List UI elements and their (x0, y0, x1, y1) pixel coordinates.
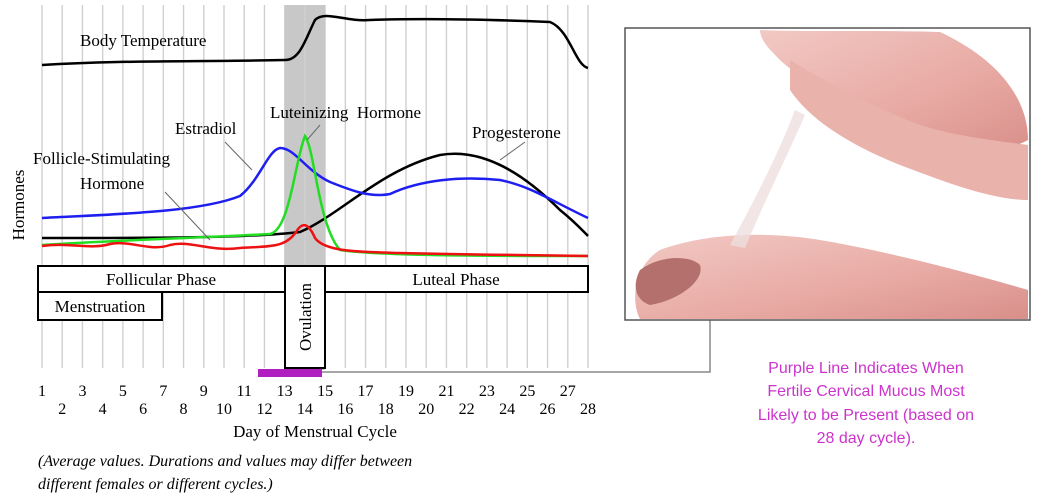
day-label: 16 (337, 401, 353, 418)
day-label: 13 (277, 383, 293, 400)
label: Estradiol (175, 119, 237, 138)
pointer (499, 141, 526, 161)
phase-label: Menstruation (55, 297, 146, 316)
label: Progesterone (472, 123, 561, 142)
day-label: 1 (38, 383, 46, 400)
day-label: 22 (459, 401, 475, 418)
day-label: 28 (580, 401, 596, 418)
pointer (224, 141, 253, 171)
day-label: 26 (540, 401, 556, 418)
note: (Average values. Durations and values ma… (38, 453, 412, 470)
phase-label: Follicular Phase (106, 270, 216, 289)
day-label: 4 (99, 401, 107, 418)
day-label: 17 (358, 383, 374, 400)
estradiol-curve (41, 146, 589, 220)
day-label: 8 (180, 401, 188, 418)
phase-box (324, 265, 589, 293)
day-label: 12 (256, 401, 272, 418)
axis-title: Day of Menstrual Cycle (233, 422, 397, 441)
phase-box (37, 291, 163, 321)
caption: Purple Line Indicates When (768, 360, 964, 377)
label: Follicle-Stimulating (33, 149, 170, 168)
caption: Fertile Cervical Mucus Most (767, 383, 965, 400)
day-label: 15 (317, 383, 333, 400)
day-label: 14 (297, 401, 313, 418)
note: different females or different cycles.) (38, 476, 273, 493)
day-label: 20 (418, 401, 434, 418)
photo (635, 30, 1028, 319)
day-label: 10 (216, 401, 232, 418)
day-label: 25 (519, 383, 535, 400)
phase-label: Ovulation (296, 283, 315, 351)
pointer (306, 124, 321, 141)
label: Body Temperature (80, 31, 206, 50)
fertile-bar (258, 369, 322, 377)
temperature-curve (41, 14, 589, 70)
caption: 28 day cycle). (817, 430, 916, 447)
caption: Likely to be Present (based on (758, 407, 974, 424)
phase-box (284, 265, 326, 369)
day-label: 19 (398, 383, 414, 400)
day-label: 9 (200, 383, 208, 400)
phase-label: Luteal Phase (412, 270, 499, 289)
day-label: 24 (499, 401, 515, 418)
day-label: 3 (78, 383, 86, 400)
day-label: 6 (139, 401, 147, 418)
day-label: 5 (119, 383, 127, 400)
day-label: 18 (378, 401, 394, 418)
axis-label: Hormones (9, 170, 28, 241)
day-labels: 1234567891011121314151617181920212223242… (38, 383, 596, 418)
label: Hormone (80, 174, 144, 193)
fsh-curve (41, 224, 589, 258)
lh-curve (41, 133, 589, 258)
day-label: 2 (58, 401, 66, 418)
day-label: 27 (560, 383, 576, 400)
day-label: 21 (438, 383, 454, 400)
day-label: 11 (237, 383, 252, 400)
label: Luteinizing Hormone (270, 103, 421, 122)
day-label: 23 (479, 383, 495, 400)
day-label: 7 (159, 383, 167, 400)
pointer (164, 191, 211, 241)
phase-box (37, 265, 286, 293)
connector (322, 320, 711, 373)
